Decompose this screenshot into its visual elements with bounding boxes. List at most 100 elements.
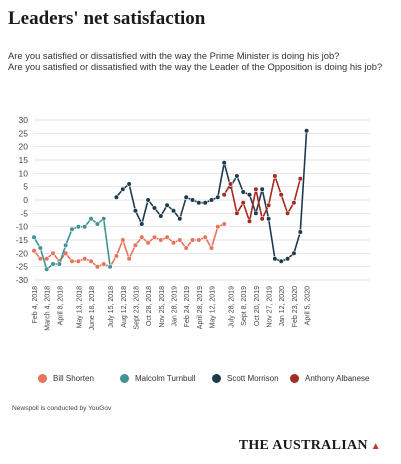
data-point (246, 218, 253, 224)
data-point (246, 192, 253, 198)
data-point (31, 234, 37, 240)
legend-item-shorten: Bill Shorten (38, 374, 94, 383)
data-point (75, 258, 81, 264)
data-point (145, 240, 151, 246)
data-point (113, 194, 119, 200)
data-point (31, 248, 37, 254)
x-tick-label: Oct 20, 2019 (254, 286, 261, 326)
data-point (189, 197, 196, 203)
legend-label-turnbull: Malcolm Turnbull (135, 374, 196, 383)
data-point (132, 242, 138, 248)
data-point (221, 160, 227, 166)
data-point (221, 221, 227, 227)
data-point (196, 237, 202, 243)
data-point (94, 264, 100, 270)
x-tick-label: Sept 23, 2018 (133, 286, 140, 330)
y-tick-label: 15 (19, 155, 29, 165)
data-point (240, 189, 246, 195)
data-point (63, 242, 69, 248)
data-point (101, 216, 107, 222)
legend-label-shorten: Bill Shorten (53, 374, 94, 383)
data-point (221, 192, 227, 198)
data-point (202, 200, 208, 206)
y-tick-label: -25 (16, 262, 29, 272)
data-point (82, 224, 88, 230)
data-point (285, 210, 291, 216)
x-tick-label: Aug 12, 2018 (121, 286, 128, 328)
data-point (158, 237, 164, 243)
legend-label-albanese: Anthony Albanese (305, 374, 370, 383)
data-point (183, 194, 189, 200)
data-point (253, 210, 259, 216)
data-point (297, 229, 303, 235)
x-tick-label: Nov 27, 2019 (267, 286, 274, 328)
data-point (227, 181, 234, 187)
data-point (202, 234, 208, 240)
data-point (278, 258, 284, 264)
y-tick-label: 25 (19, 128, 29, 138)
data-point (297, 176, 303, 182)
x-tick-label: June 18, 2018 (89, 286, 96, 330)
y-tick-label: 5 (23, 182, 28, 192)
data-point (177, 216, 183, 222)
brand-text: THE AUSTRALIAN (238, 438, 368, 453)
data-point (69, 258, 75, 264)
data-point (189, 237, 196, 243)
data-point (126, 256, 132, 262)
x-tick-label: April 8, 2018 (57, 286, 64, 325)
data-point (259, 186, 265, 192)
brand-mark-icon: ▲ (370, 441, 381, 452)
data-point (107, 264, 113, 270)
data-point (50, 261, 56, 267)
data-point (50, 250, 56, 256)
series-turnbull (31, 216, 113, 272)
data-point (240, 200, 246, 206)
data-point (272, 256, 278, 262)
data-point (75, 224, 81, 230)
y-tick-label: 0 (23, 195, 28, 205)
data-point (94, 221, 100, 227)
y-tick-label: -5 (20, 208, 28, 218)
data-point (113, 253, 119, 259)
legend-item-turnbull: Malcolm Turnbull (120, 374, 195, 383)
data-point (170, 240, 177, 246)
data-point (126, 181, 132, 187)
series-shorten (31, 221, 227, 270)
x-tick-label: July 15, 2018 (108, 286, 115, 328)
x-tick-label: July 28, 2019 (229, 286, 236, 328)
data-point (234, 210, 240, 216)
data-point (56, 261, 63, 267)
x-tick-label: May 13, 2018 (76, 286, 83, 329)
x-tick-label: Oct 28, 2018 (146, 286, 153, 326)
data-point (158, 213, 164, 219)
y-tick-label: -15 (16, 235, 29, 245)
brand-logo: THE AUSTRALIAN ▲ (239, 438, 381, 454)
data-point (88, 258, 94, 264)
legend-label-morrison: Scott Morrison (227, 374, 279, 383)
y-tick-label: 20 (19, 142, 29, 152)
series-morrison (113, 128, 310, 264)
data-point (120, 237, 126, 243)
data-point (278, 192, 284, 198)
y-tick-label: 30 (19, 115, 29, 125)
y-tick-label: 10 (19, 168, 29, 178)
data-point (88, 216, 94, 222)
legend-item-albanese: Anthony Albanese (290, 374, 370, 383)
data-point (145, 197, 151, 203)
data-point (139, 221, 145, 227)
data-point (266, 202, 272, 208)
legend-swatch-shorten (38, 374, 47, 383)
y-gridlines (34, 119, 370, 281)
data-point (151, 234, 158, 240)
data-point (272, 173, 278, 179)
series-albanese (221, 173, 303, 224)
x-tick-label: Feb 23, 2020 (292, 286, 299, 327)
data-point (304, 128, 310, 134)
legend-swatch-morrison (212, 374, 221, 383)
data-point (151, 205, 158, 211)
data-point (208, 197, 215, 203)
data-point (120, 186, 126, 192)
x-tick-label: April 28, 2019 (197, 286, 204, 329)
data-point (291, 200, 297, 206)
x-tick-label: March 4, 2018 (45, 286, 52, 331)
